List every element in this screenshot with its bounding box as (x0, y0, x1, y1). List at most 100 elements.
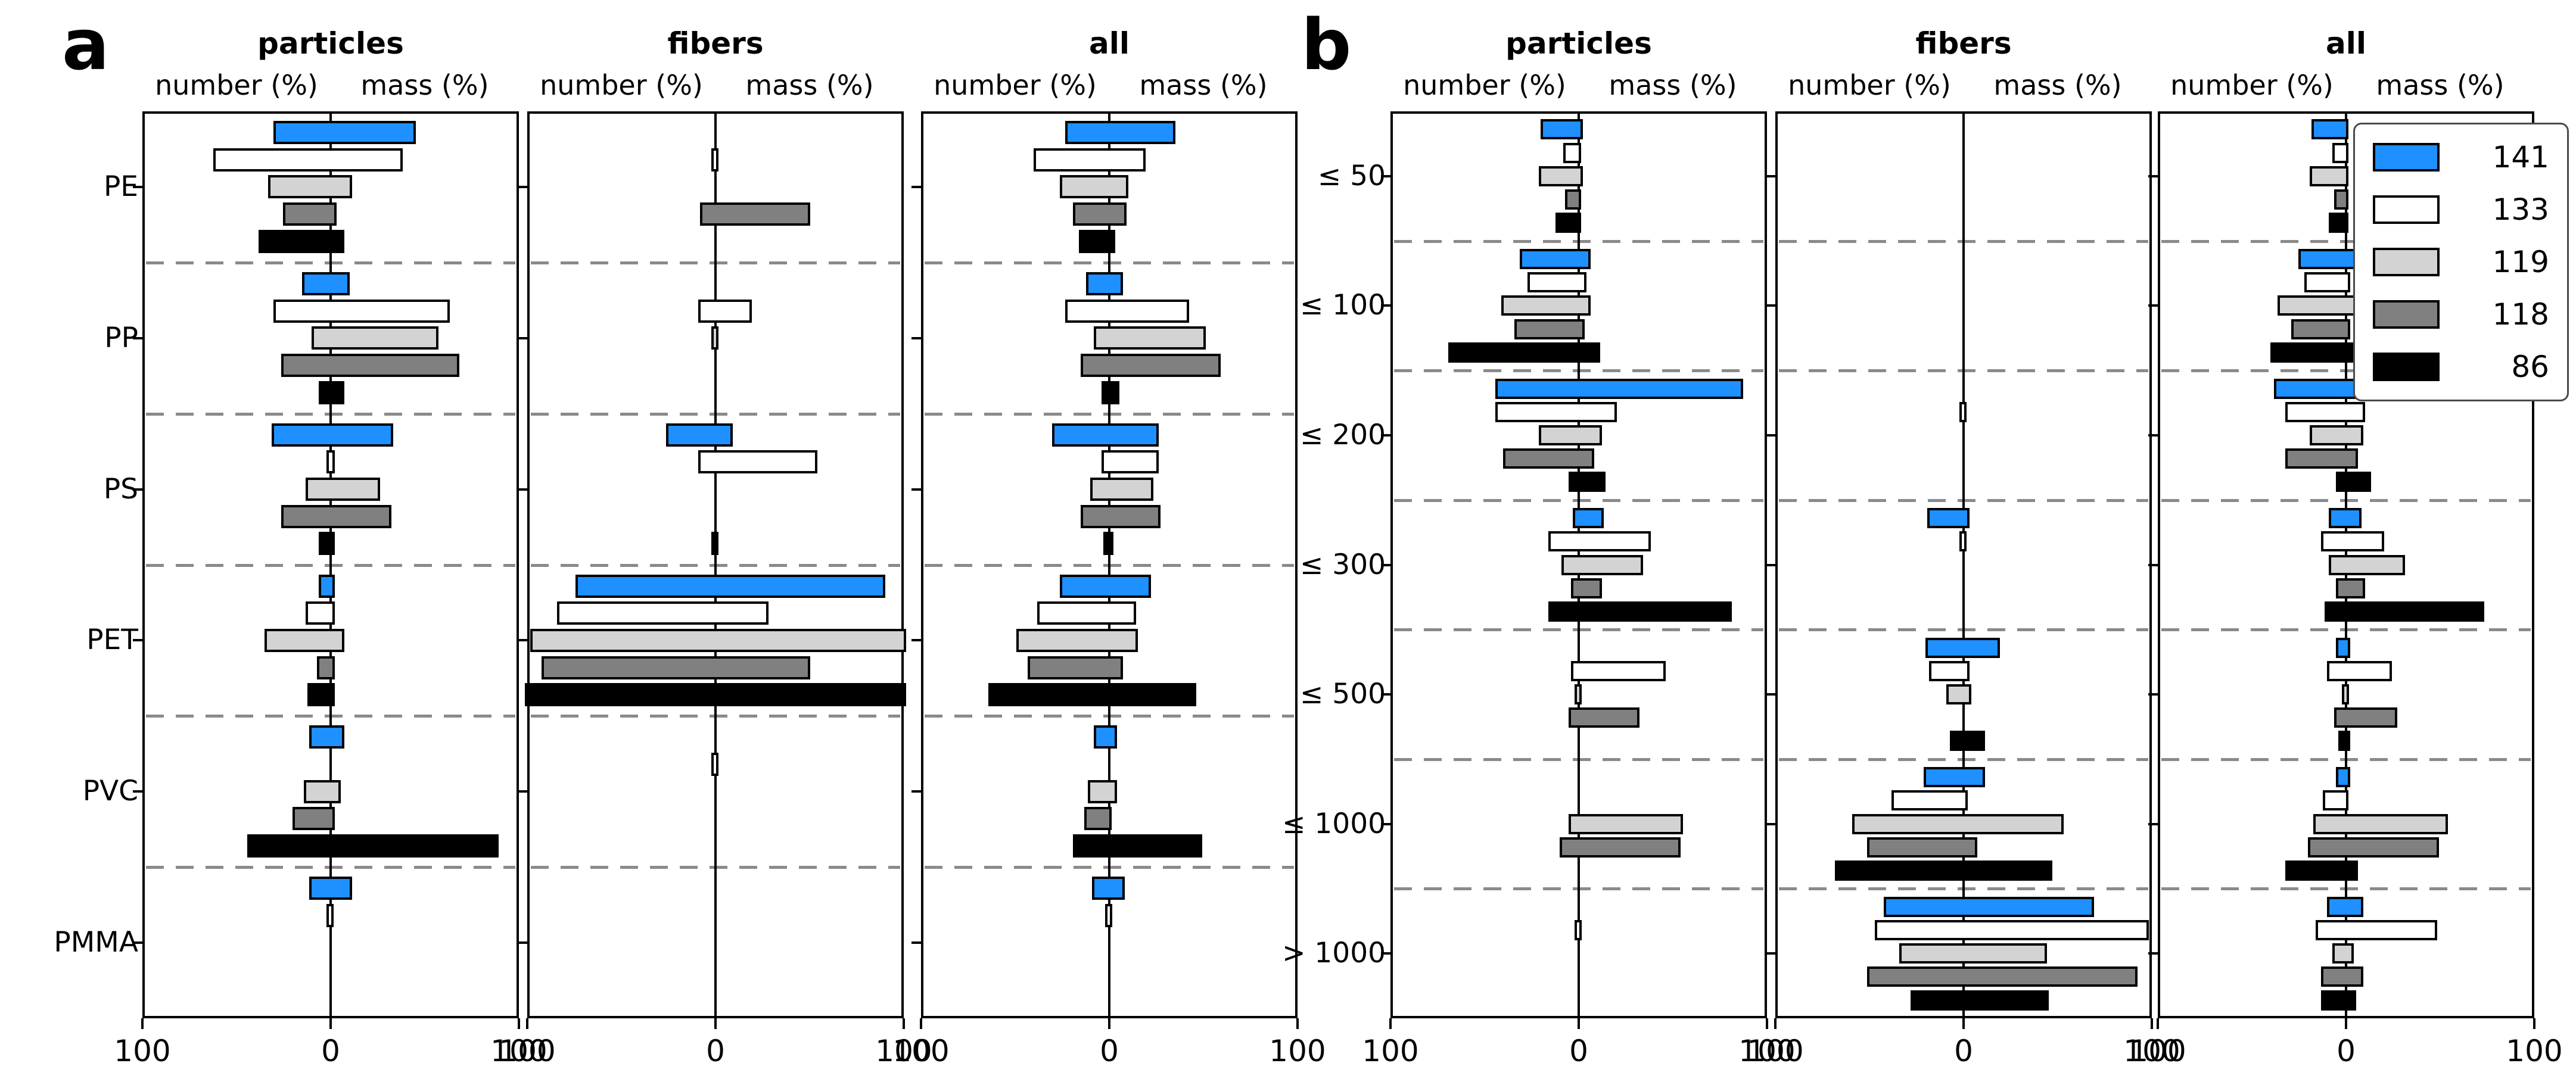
bar-141-≤300 (1572, 508, 1604, 529)
bar-86-≤300 (2325, 601, 2484, 622)
panel-a-label: a (62, 4, 110, 86)
y-tick (1381, 434, 1390, 437)
y-tick (1381, 693, 1390, 696)
bar-141->1000 (2326, 896, 2364, 917)
bar-118-≤50 (2334, 189, 2348, 210)
category-label: PMMA (54, 926, 138, 959)
y-tick (2148, 563, 2158, 566)
y-tick (518, 488, 527, 491)
bar-133-PS (1101, 450, 1159, 474)
bar-119-≤100 (2278, 295, 2358, 316)
category-label: ≤ 500 (1299, 678, 1386, 711)
x-tick-label: 100 (2506, 1034, 2563, 1068)
number-axis-header: number (%) (934, 69, 1097, 101)
mass-axis-header: mass (%) (1139, 69, 1268, 101)
y-tick (911, 488, 921, 491)
legend-label: 86 (2511, 350, 2549, 384)
y-tick (1766, 952, 1775, 955)
bar-86-PE (1078, 229, 1116, 253)
bar-141-PE (273, 121, 416, 145)
category-label: > 1000 (1282, 937, 1386, 970)
legend-item-118: 118 (2373, 297, 2549, 332)
bar-141-PVC (1093, 725, 1118, 749)
bar-86-PVC (1073, 834, 1202, 858)
y-tick (2148, 693, 2158, 696)
bar-119-PET (1016, 628, 1138, 652)
mass-axis-header: mass (%) (2376, 69, 2505, 101)
bar-119-≤200 (2310, 425, 2364, 445)
bar-133-≤300 (1548, 531, 1651, 552)
bar-86-≤500 (1950, 731, 1985, 752)
y-tick (1766, 822, 1775, 825)
bar-119-≤200 (1538, 425, 1602, 445)
bar-119-PE (267, 175, 352, 199)
bar-133-PP (1065, 299, 1189, 323)
bar-119-≤1000 (2313, 813, 2449, 834)
bar-86-PS (319, 532, 335, 556)
bar-119-PS (306, 478, 380, 501)
bar-133-PE (711, 148, 718, 172)
y-tick (2148, 952, 2158, 955)
bar-141-≤200 (1495, 378, 1743, 399)
bar-133->1000 (1574, 920, 1582, 941)
y-tick (2148, 304, 2158, 307)
bar-86-≤100 (1448, 342, 1600, 363)
bar-119-PET (264, 628, 344, 652)
legend-item-86: 86 (2373, 350, 2549, 384)
bar-133-≤500 (1929, 660, 1970, 681)
y-tick (1381, 952, 1390, 955)
x-tick (920, 1018, 922, 1029)
bar-141-PET (319, 574, 335, 598)
bar-141-PET (575, 574, 886, 598)
bar-133-PE (213, 148, 403, 172)
bar-86-≤50 (2328, 213, 2348, 233)
bar-141-≤100 (2298, 249, 2356, 270)
bar-133-≤500 (1570, 660, 1666, 681)
y-tick (1766, 174, 1775, 177)
x-tick (1766, 1018, 1768, 1029)
x-tick-label: 0 (2337, 1034, 2356, 1068)
bar-119-PS (1090, 478, 1153, 501)
bar-141-PS (1052, 423, 1159, 447)
subplot-title-all: all (1088, 26, 1130, 61)
bar-133-≤1000 (2323, 790, 2348, 811)
bar-118->1000 (2321, 966, 2364, 987)
x-tick (1389, 1018, 1392, 1029)
bar-86-≤1000 (1835, 860, 2053, 881)
bar-141-≤500 (1925, 637, 2000, 658)
bar-118-PS (281, 504, 391, 528)
y-tick (1766, 563, 1775, 566)
mass-axis-header: mass (%) (1993, 69, 2122, 101)
bar-118-≤100 (1514, 319, 1585, 339)
bar-86->1000 (2321, 990, 2356, 1011)
x-tick-label: 0 (1569, 1034, 1588, 1068)
number-axis-header: number (%) (155, 69, 318, 101)
y-tick (133, 639, 142, 642)
bar-119->1000 (2332, 943, 2354, 964)
bar-133-PS (698, 450, 818, 474)
bar-133->1000 (1874, 920, 2149, 941)
bar-119-PP (711, 326, 718, 350)
y-tick (2148, 174, 2158, 177)
bar-133-≤500 (2326, 660, 2392, 681)
category-label: PS (103, 472, 138, 506)
y-tick (133, 336, 142, 339)
legend-swatch-86 (2373, 353, 2440, 381)
bar-86-≤200 (2336, 472, 2371, 492)
y-tick (133, 185, 142, 188)
bar-133-PP (273, 299, 450, 323)
bar-141-PMMA (1091, 877, 1125, 900)
category-label: PVC (82, 775, 138, 808)
panel-b-label: b (1301, 4, 1352, 86)
x-tick (518, 1018, 520, 1029)
mass-axis-header: mass (%) (360, 69, 489, 101)
legend-label: 141 (2492, 140, 2549, 174)
number-axis-header: number (%) (540, 69, 703, 101)
bar-118-≤200 (1502, 448, 1595, 469)
bar-133-PMMA (326, 903, 334, 927)
zero-axis-line (714, 111, 717, 1018)
y-tick (133, 488, 142, 491)
x-tick-label: 100 (875, 1034, 932, 1068)
subplot-title-particles: particles (1505, 26, 1652, 61)
x-tick-label: 100 (490, 1034, 547, 1068)
